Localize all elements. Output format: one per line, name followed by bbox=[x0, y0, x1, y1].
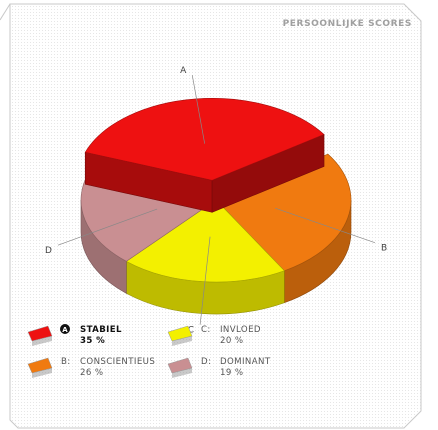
legend-prefix-A: A bbox=[62, 326, 68, 334]
slice-label-A: A bbox=[180, 66, 187, 76]
pie-slice-C-top bbox=[125, 199, 285, 283]
legend-swatch-C bbox=[167, 325, 193, 342]
leader-line-C bbox=[199, 236, 211, 325]
pie-slice-B-top bbox=[215, 153, 352, 272]
legend-value-C: 20 % bbox=[220, 336, 243, 346]
legend-swatch-A bbox=[27, 325, 53, 342]
pie-slice-A bbox=[84, 98, 325, 213]
leader-line-B bbox=[275, 207, 376, 244]
legend-label-A: STABIEL bbox=[80, 325, 122, 335]
slice-label-B: B bbox=[381, 244, 387, 254]
pie-slice-A-top bbox=[84, 98, 325, 181]
slice-label-D: D bbox=[45, 246, 52, 256]
legend-prefix-D: D: bbox=[201, 357, 211, 367]
legend-prefix-C: C: bbox=[201, 325, 211, 335]
legend-value-A: 35 % bbox=[80, 336, 105, 346]
legend-label-D: DOMINANT bbox=[220, 357, 271, 367]
legend-swatch-shadow-B bbox=[32, 368, 52, 378]
legend-prefix-B: B: bbox=[61, 357, 71, 367]
legend-label-C: INVLOED bbox=[220, 325, 261, 335]
legend-swatch-D bbox=[167, 357, 193, 374]
legend-value-D: 19 % bbox=[220, 368, 243, 378]
legend-label-B: CONSCIENTIEUS bbox=[80, 357, 155, 367]
leader-line-A bbox=[191, 75, 206, 144]
legend-swatch-B bbox=[27, 357, 53, 374]
legend-swatch-shadow-A bbox=[32, 336, 52, 346]
corner-decoration bbox=[0, 3, 11, 21]
legend-swatch-shadow-D bbox=[172, 368, 192, 378]
legend-swatch-shadow-C bbox=[172, 336, 192, 346]
leader-line-D bbox=[57, 208, 158, 246]
legend-marker-A bbox=[60, 324, 70, 334]
legend-value-B: 26 % bbox=[80, 368, 103, 378]
chart-title: PERSOONLIJKE SCORES bbox=[283, 19, 412, 29]
slice-label-C: C bbox=[188, 326, 194, 336]
